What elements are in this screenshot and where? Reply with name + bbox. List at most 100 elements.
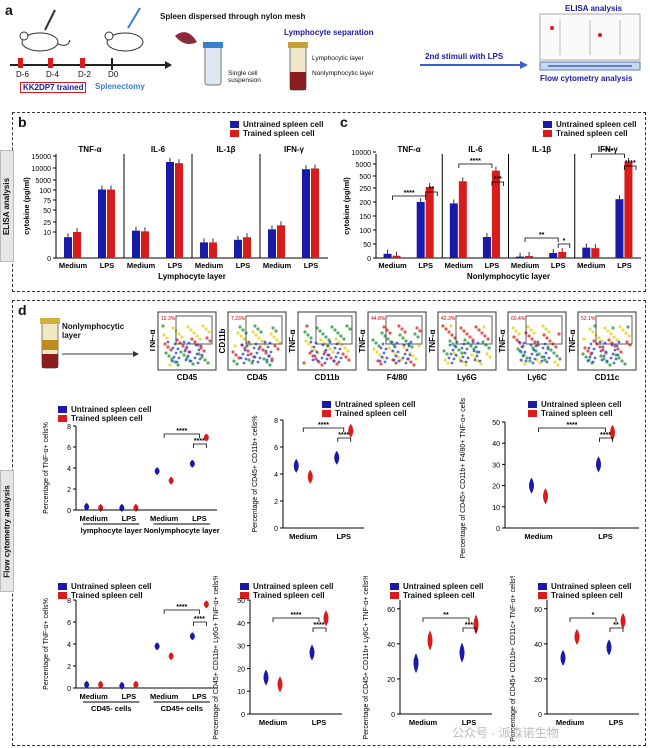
violin [543,488,548,505]
y-tick-label: 250 [359,186,371,193]
y-tick-label: 2 [67,487,71,494]
y-tick-label: 20 [387,677,395,684]
y-tick-label: 6 [67,620,71,627]
flow-dot [387,346,391,350]
flow-dot [199,344,203,348]
x-tick-label: Medium [259,718,288,727]
flow-dot [207,330,211,334]
flow-dot [473,358,477,362]
flow-dot [170,357,174,361]
significance-label: * [592,612,595,619]
cytokine-label: IFN-γ [284,145,305,154]
legend-g: Untrained spleen cell Trained spleen cel… [322,400,415,418]
flow-dot [241,352,245,356]
bar [582,247,591,258]
flow-dot [273,344,277,348]
y-tick-label: 40 [237,621,245,628]
flow-x-label: CD45 [177,373,198,382]
flow-dot [303,330,307,334]
flow-dot [305,324,309,328]
flow-dot [514,329,518,333]
flow-dot [394,354,398,358]
flow-dot [612,335,616,339]
y-axis-label: Percentage of TNF-α+ cells% [43,598,50,690]
flow-dot [183,349,187,353]
panel-d-label: d [18,302,27,318]
flow-dot [540,359,544,363]
flow-dot [447,330,451,334]
flow-dot [452,351,456,355]
flow-dot [197,352,201,356]
flow-dot [626,325,630,329]
bar [141,231,149,258]
flow-dot [192,331,196,335]
flow-dot [481,340,485,344]
flow-dot [613,344,617,348]
flow-dot [532,348,536,352]
flow-dot [315,350,319,354]
flow-dot [242,337,246,341]
x-tick-label: LPS [609,718,624,727]
significance-bracket [337,437,352,442]
flow-dot [197,348,201,352]
timeline-d0: D0 [108,70,119,79]
flow-dot [533,340,537,344]
flow-dot [344,355,348,359]
flow-dot [617,356,621,360]
bar [491,170,500,258]
flow-dot [471,338,475,342]
bar [268,229,276,258]
significance-label: **** [194,616,205,623]
bar [209,242,217,258]
flow-dot [269,350,273,354]
legend-e: Untrained spleen cell Trained spleen cel… [58,405,151,423]
flow-dot [457,348,461,352]
flow-dot [336,351,340,355]
flow-dot [195,352,199,356]
flow-dot [555,354,559,358]
flow-dot [445,352,449,356]
flow-dot [200,355,204,359]
violin [133,680,139,689]
flow-dot [450,333,454,337]
flow-dot [523,362,527,366]
flow-dot [472,347,476,351]
y-tick-label: 40 [492,441,500,448]
flow-dot [404,361,408,365]
x-tick-label: LPS [418,261,433,270]
flow-dot [463,351,467,355]
y-tick-label: 60 [534,607,542,614]
flow-dot [252,346,256,350]
flow-dot [532,331,536,335]
flow-dot [308,351,312,355]
flow-dot [343,346,347,350]
significance-bracket [458,163,493,168]
flow-dot [474,325,478,329]
flow-dot [179,350,183,354]
flow-dot [477,350,481,354]
flow-dot [599,349,603,353]
y-axis-label: Percentage of CD45+ CD11b+ cells% [252,416,259,533]
flow-gate [455,315,493,345]
flow-dot [540,355,544,359]
violin [203,600,209,609]
flow-dot [401,356,405,360]
x-tick-label: LPS [312,718,327,727]
flow-dot [318,329,322,333]
bar [482,237,491,258]
flow-dot [165,336,169,340]
flow-dot [400,327,404,331]
flow-dot [552,351,556,355]
flow-dot [468,335,472,339]
flow-dot [329,356,333,360]
bar [277,225,285,258]
flow-dot [182,340,186,344]
flow-dot [334,355,338,359]
x-tick-label: LPS [336,532,351,541]
flow-dot [345,324,349,328]
bar [416,202,425,258]
flow-dot [529,328,533,332]
flow-dot [613,348,617,352]
y-tick-label: 6 [274,445,278,452]
flow-dot [267,354,271,358]
